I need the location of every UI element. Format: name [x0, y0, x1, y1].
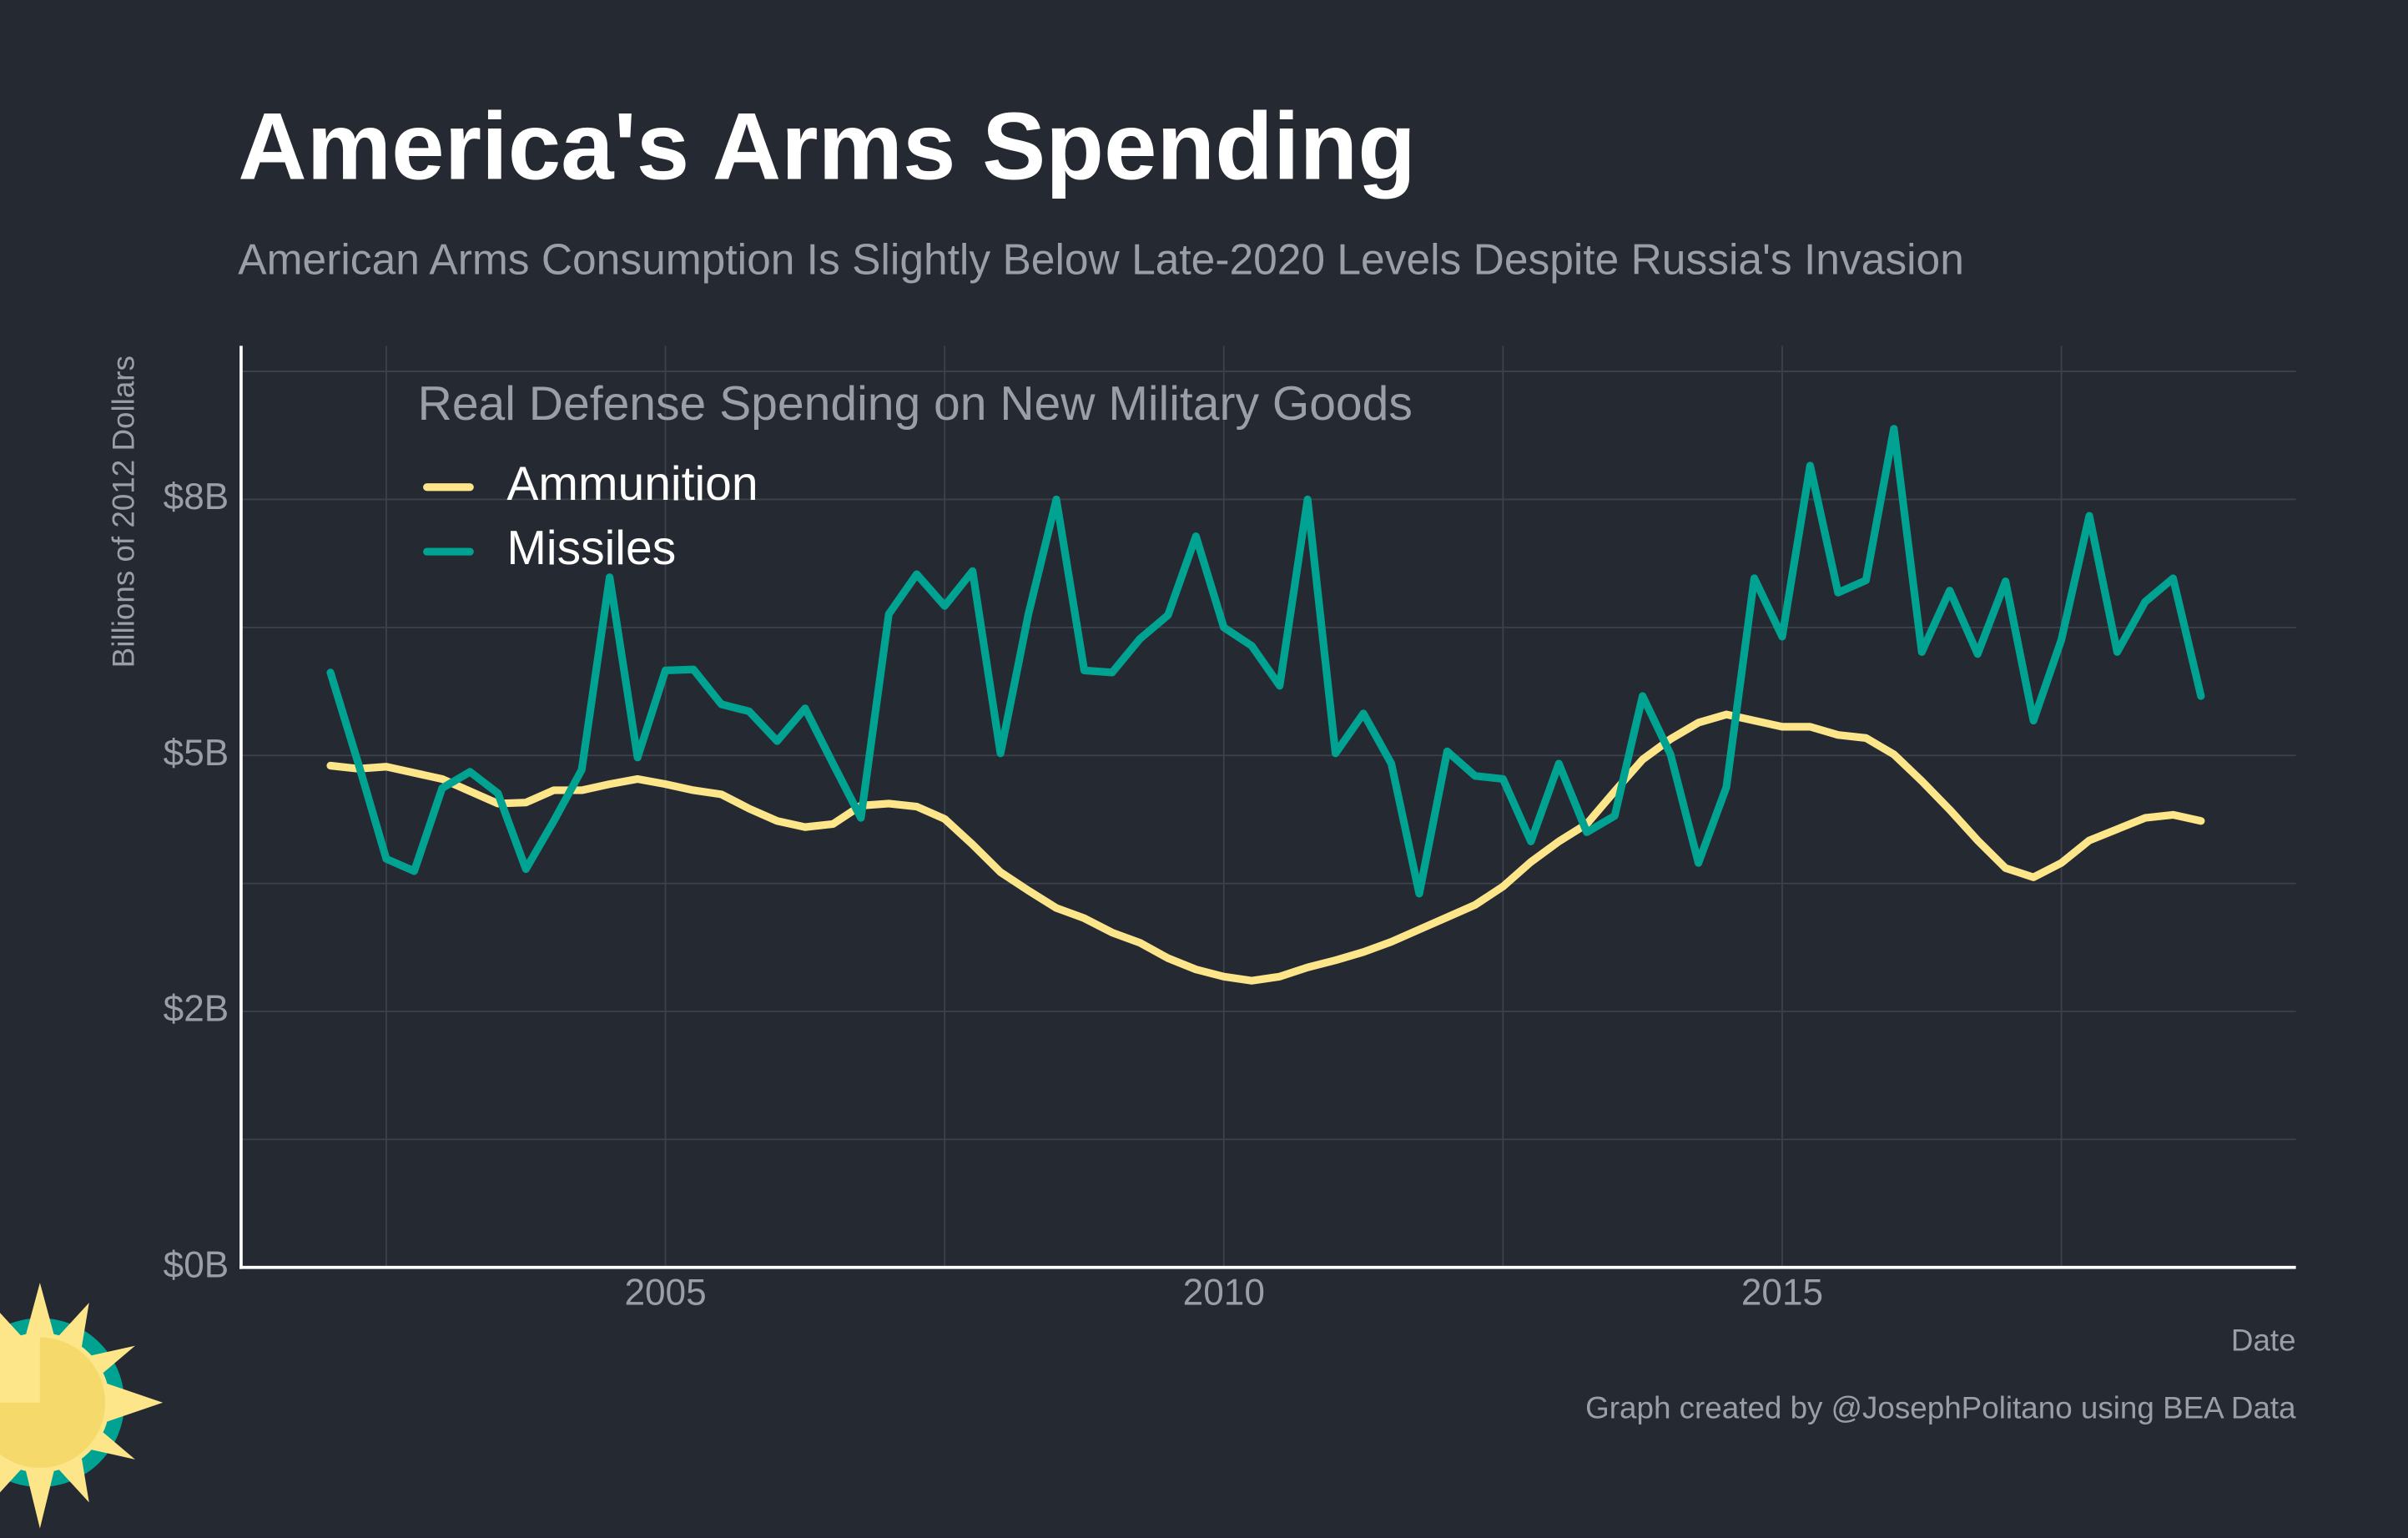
texts: America's Arms Spending American Arms Co… [107, 93, 2297, 1425]
legend-label: Missiles [506, 522, 676, 575]
grid [239, 345, 2296, 1269]
y-tick-label: $5B [164, 733, 229, 774]
y-axis-label: Billions of 2012 Dollars [107, 356, 141, 668]
y-tick-label: $0B [164, 1244, 229, 1285]
legend-title: Real Defense Spending on New Military Go… [418, 377, 1413, 431]
x-axis-label: Date [2231, 1324, 2296, 1358]
x-tick-label: 2015 [1741, 1273, 1823, 1314]
lines [326, 425, 2205, 985]
chart-title: America's Arms Spending [238, 93, 1416, 199]
chart-subtitle: American Arms Consumption Is Slightly Be… [238, 235, 1964, 284]
x-tick-label: 2005 [624, 1273, 706, 1314]
logo [0, 1283, 164, 1529]
caption: Graph created by @JosephPolitano using B… [1585, 1391, 2296, 1425]
series-line [326, 425, 2205, 898]
y-tick-label: $2B [164, 989, 229, 1030]
y-tick-label: $8B [164, 477, 229, 517]
series-line [326, 710, 2205, 985]
legend-label: Ammunition [506, 457, 758, 511]
x-tick-label: 2010 [1183, 1273, 1265, 1314]
